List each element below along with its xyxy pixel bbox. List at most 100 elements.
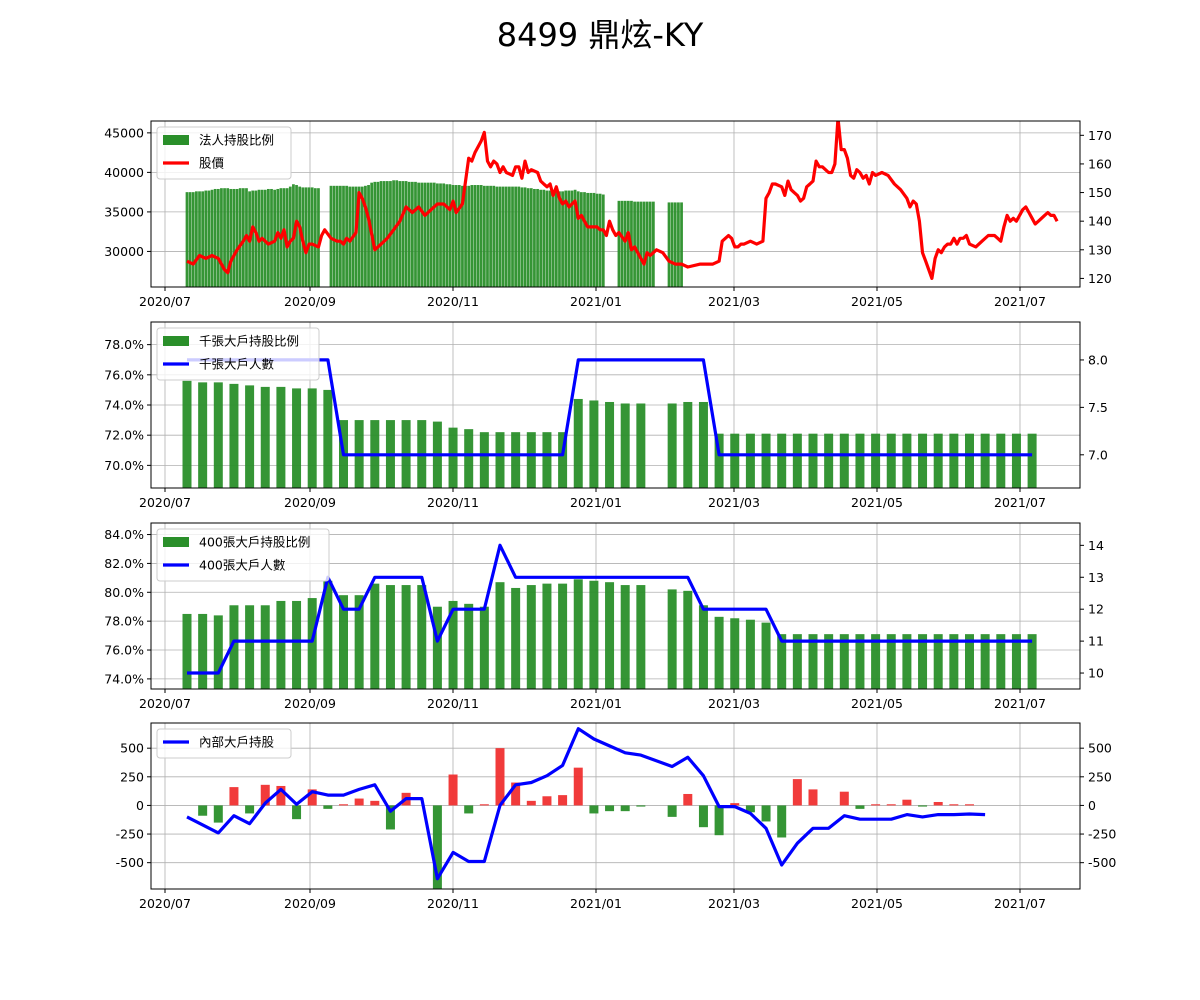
bar bbox=[536, 188, 539, 287]
bar bbox=[586, 192, 590, 287]
x-tick-label: 2020/11 bbox=[427, 294, 479, 309]
bar bbox=[304, 187, 308, 287]
bar bbox=[542, 796, 552, 806]
bar bbox=[871, 804, 881, 806]
bar bbox=[673, 202, 677, 287]
bar bbox=[448, 184, 452, 287]
bar bbox=[605, 805, 615, 812]
bar bbox=[323, 389, 333, 488]
y-tick-label: 30000 bbox=[104, 244, 144, 259]
bar bbox=[489, 185, 492, 287]
bar bbox=[636, 201, 640, 287]
x-tick-label: 2021/07 bbox=[994, 896, 1046, 911]
bar bbox=[288, 186, 292, 287]
bar bbox=[651, 201, 655, 287]
x-tick-label: 2020/09 bbox=[284, 896, 336, 911]
bar bbox=[407, 181, 411, 287]
x-tick-label: 2021/01 bbox=[570, 896, 622, 911]
axes-frame bbox=[150, 120, 1081, 288]
bar bbox=[595, 193, 599, 287]
y2-tick-label: 14 bbox=[1088, 538, 1104, 553]
legend-label: 股價 bbox=[199, 156, 225, 171]
series-line bbox=[186, 121, 1059, 280]
bar bbox=[479, 606, 489, 689]
bar bbox=[1027, 433, 1037, 488]
panel-4: -500 -250 0 250 500 -500 -250 0 250 500 2020/07 202… bbox=[116, 722, 1116, 911]
bar bbox=[683, 793, 693, 806]
bar bbox=[542, 189, 546, 287]
bar bbox=[276, 188, 280, 287]
y-tick-label: -250 bbox=[116, 827, 144, 842]
bar bbox=[276, 785, 286, 806]
bar bbox=[730, 433, 740, 488]
series-line bbox=[187, 543, 1033, 675]
bar bbox=[501, 186, 505, 287]
x-tick-label: 2021/03 bbox=[708, 495, 760, 510]
bar bbox=[548, 190, 552, 287]
bar bbox=[761, 622, 771, 689]
y-tick-label: 250 bbox=[120, 769, 144, 784]
bar bbox=[670, 202, 674, 287]
y-tick-label: 500 bbox=[120, 741, 144, 756]
y2-tick-label: -250 bbox=[1088, 827, 1116, 842]
bar bbox=[918, 433, 928, 488]
bar bbox=[426, 182, 430, 287]
bar bbox=[677, 202, 680, 287]
bar bbox=[207, 190, 211, 287]
y2-tick-label: 150 bbox=[1088, 185, 1112, 200]
x-tick-label: 2020/11 bbox=[427, 696, 479, 711]
bar bbox=[648, 201, 652, 287]
bar bbox=[639, 201, 643, 287]
bar bbox=[855, 805, 865, 809]
bar bbox=[213, 805, 223, 823]
bar bbox=[198, 382, 208, 488]
bar bbox=[298, 186, 302, 287]
y2-tick-label: 130 bbox=[1088, 242, 1112, 257]
bar bbox=[364, 185, 367, 287]
panel-2: 70.0% 72.0% 74.0% 76.0% 78.0% 7.0 7.5 8.0 2020/0… bbox=[104, 321, 1108, 510]
x-tick-label: 2021/03 bbox=[708, 294, 760, 309]
bar bbox=[498, 186, 502, 287]
bar bbox=[949, 433, 959, 488]
bar bbox=[839, 433, 849, 488]
bar bbox=[292, 388, 302, 488]
bar bbox=[370, 800, 380, 806]
y-tick-label: 35000 bbox=[104, 204, 144, 219]
bar bbox=[730, 618, 740, 689]
bar bbox=[886, 804, 896, 806]
x-tick-label: 2021/05 bbox=[851, 495, 903, 510]
bar bbox=[965, 804, 974, 806]
bar bbox=[235, 188, 239, 287]
bar bbox=[636, 805, 646, 807]
bar bbox=[886, 634, 896, 689]
bar bbox=[636, 403, 646, 488]
bar bbox=[332, 185, 336, 287]
y-tick-label: 0 bbox=[136, 798, 144, 813]
bar bbox=[339, 595, 348, 689]
bar bbox=[542, 583, 552, 689]
bar bbox=[871, 634, 881, 689]
bar bbox=[420, 182, 424, 287]
bar bbox=[495, 748, 505, 806]
bar bbox=[714, 805, 724, 836]
bar bbox=[445, 184, 449, 287]
bar bbox=[558, 795, 568, 806]
bar bbox=[385, 585, 395, 689]
bar bbox=[410, 181, 414, 287]
y2-tick-label: 120 bbox=[1088, 271, 1112, 286]
bar bbox=[642, 201, 646, 287]
bar bbox=[714, 616, 724, 689]
y2-tick-label: 160 bbox=[1088, 156, 1112, 171]
y2-tick-label: 7.0 bbox=[1088, 447, 1108, 462]
x-tick-label: 2020/07 bbox=[139, 294, 191, 309]
y-tick-label: 74.0% bbox=[104, 398, 144, 413]
bar bbox=[620, 585, 630, 689]
bar bbox=[918, 634, 928, 689]
bar bbox=[182, 613, 192, 689]
bar bbox=[714, 433, 724, 488]
bar bbox=[229, 383, 239, 488]
bar bbox=[185, 192, 189, 287]
bar bbox=[1011, 433, 1021, 488]
bar bbox=[526, 800, 536, 806]
y2-tick-label: -500 bbox=[1088, 855, 1116, 870]
